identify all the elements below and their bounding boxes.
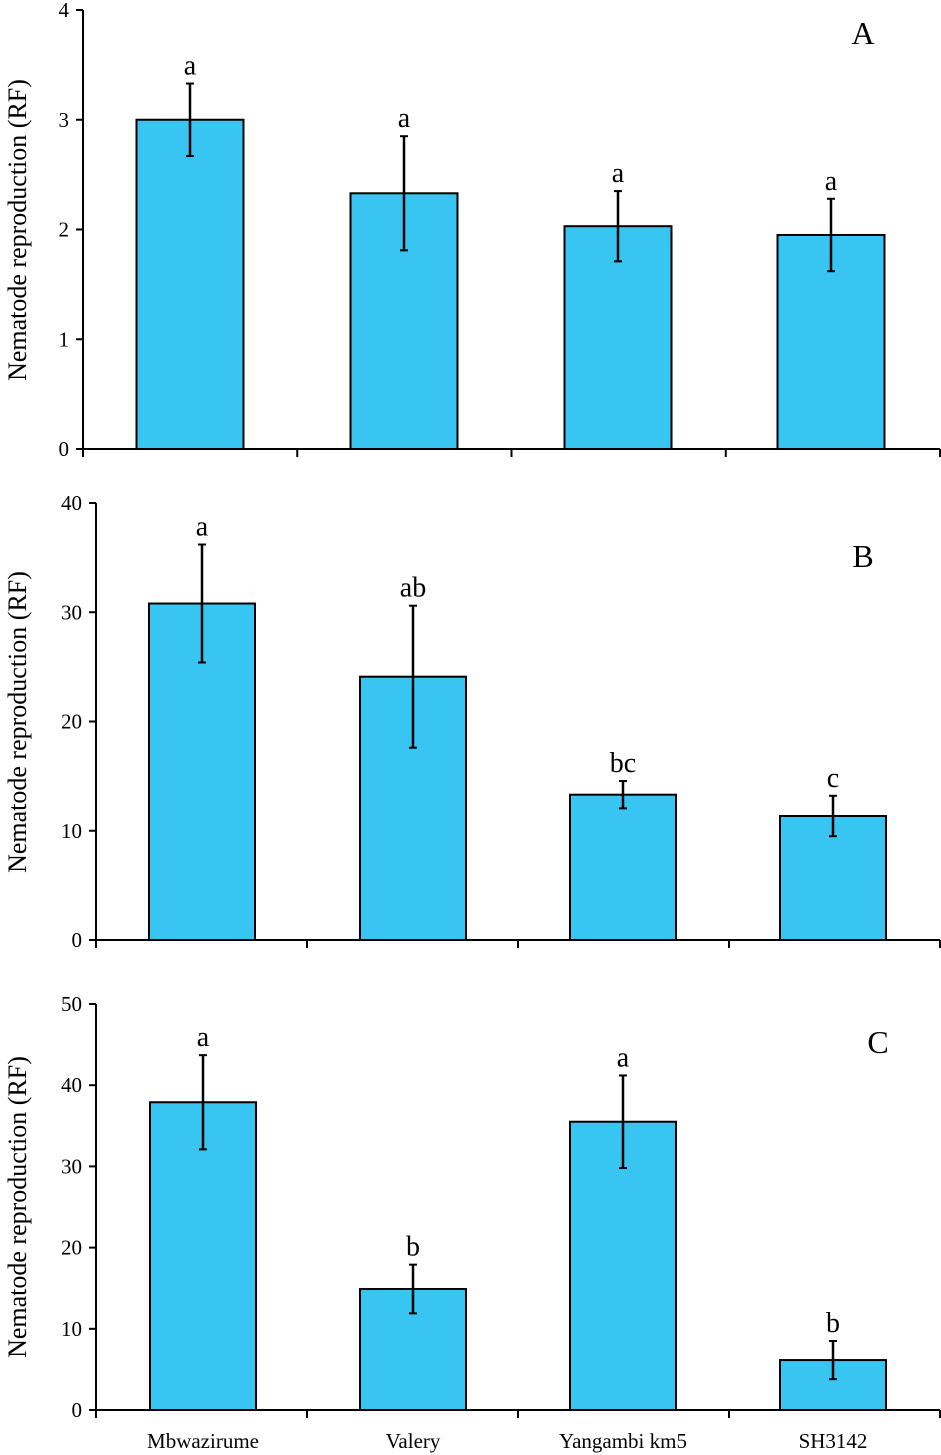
y-tick-label: 30 <box>61 600 82 624</box>
bar <box>563 225 673 450</box>
y-tick-label: 0 <box>72 928 83 952</box>
significance-letter: a <box>825 166 838 197</box>
y-axis-label: Nematode reproduction (RF) <box>3 571 32 873</box>
y-axis-label: Nematode reproduction (RF) <box>3 1056 32 1358</box>
y-axis-label: Nematode reproduction (RF) <box>3 79 32 381</box>
significance-letter: a <box>612 158 625 189</box>
significance-letter: ab <box>400 573 426 604</box>
y-tick-label: 40 <box>61 1073 82 1097</box>
y-tick-label: 0 <box>72 1398 83 1422</box>
bar <box>135 118 245 450</box>
y-tick-label: 40 <box>61 491 82 515</box>
y-tick-label: 2 <box>59 218 70 242</box>
significance-letter: a <box>617 1042 630 1073</box>
y-tick-label: 1 <box>59 327 70 351</box>
significance-letter: c <box>827 763 839 794</box>
panel-c: a b a b 0 10 20 30 40 50 Mbwazirume Valery Yangambi … <box>3 992 941 1453</box>
panel-a: a a a a 0 1 2 3 4 Nematode reproduction (RF) A <box>3 0 941 461</box>
bar <box>569 1120 677 1411</box>
significance-letter: b <box>406 1232 420 1263</box>
y-tick-label: 20 <box>61 710 82 734</box>
bar <box>149 1101 257 1411</box>
significance-letter: a <box>196 512 209 543</box>
panel-label: A <box>851 15 874 51</box>
y-tick-label: 3 <box>59 108 70 132</box>
x-tick-label: Mbwazirume <box>147 1429 259 1453</box>
x-tick-label: Valery <box>386 1429 441 1453</box>
panel-label: B <box>852 538 873 574</box>
x-tick-label: Yangambi km5 <box>559 1429 687 1453</box>
y-tick-label: 30 <box>61 1154 82 1178</box>
significance-letter: a <box>184 51 197 82</box>
x-tick-label: SH3142 <box>799 1429 868 1453</box>
significance-letter: a <box>197 1022 210 1053</box>
significance-letter: bc <box>610 748 636 779</box>
panel-label: C <box>867 1024 888 1060</box>
y-tick-label: 0 <box>59 437 70 461</box>
panel-b: a ab bc c 0 10 20 30 40 Nematode reproduction (RF… <box>3 491 941 952</box>
y-tick-label: 4 <box>59 0 70 22</box>
significance-letter: a <box>398 103 411 134</box>
bar <box>569 793 677 942</box>
significance-letter: b <box>826 1308 840 1339</box>
y-tick-label: 20 <box>61 1236 82 1260</box>
y-tick-label: 10 <box>61 819 82 843</box>
y-tick-label: 50 <box>61 992 82 1016</box>
y-tick-label: 10 <box>61 1317 82 1341</box>
